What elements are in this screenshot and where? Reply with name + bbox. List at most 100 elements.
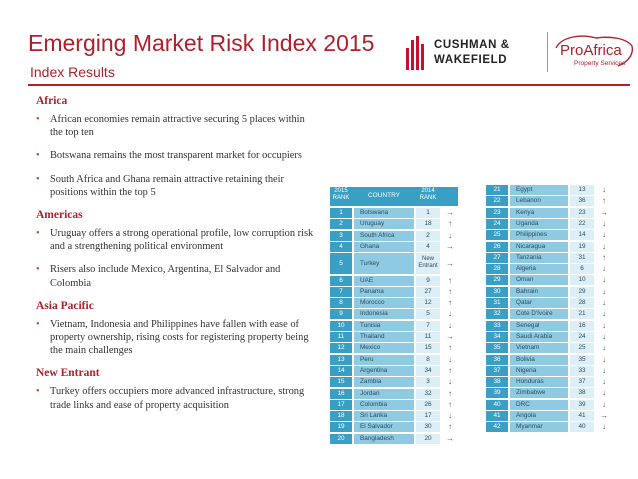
trend-up-arrow-icon: ↑ <box>448 422 452 432</box>
rank-2015-cell: 40 <box>486 399 508 410</box>
rank-2015-cell: 19 <box>330 422 352 433</box>
rank-2015-cell: 42 <box>486 422 508 433</box>
table-row: 18 Sri Lanka 17 ↓ <box>330 411 460 422</box>
slide-title: Emerging Market Risk Index 2015 <box>28 30 375 56</box>
table-header: 2015 RANK COUNTRY 2014 RANK <box>330 187 458 206</box>
rank-2014-cell: 1 <box>416 208 440 218</box>
trend-down-arrow-icon: ↓ <box>602 298 606 307</box>
table-row: 20 Bangladesh 20 → <box>330 433 460 445</box>
bullet-dot-icon: • <box>36 264 40 276</box>
bullet-text: Risers also include Mexico, Argentina, E… <box>50 264 281 289</box>
risk-index-table: 2015 RANK COUNTRY 2014 RANK 1 Botswana 1 → 2… <box>330 185 622 457</box>
rank-2014-cell: 9 <box>416 275 440 286</box>
rank-2015-cell: 22 <box>486 196 508 207</box>
country-cell: Oman <box>510 275 568 286</box>
rank-2014-cell: 31 <box>570 252 594 263</box>
rank-2014-cell: 37 <box>570 377 594 388</box>
rank-2015-cell: 30 <box>486 286 508 297</box>
rank-2015-cell: 36 <box>486 354 508 365</box>
table-row: 13 Peru 8 ↓ <box>330 354 460 366</box>
table-row: 15 Zambia 3 ↓ <box>330 377 460 388</box>
table-row: 40 DRC 39 ↓ <box>486 399 616 411</box>
country-cell: Botswana <box>354 208 414 218</box>
country-cell: Thailand <box>354 332 414 342</box>
rank-2014-cell: 32 <box>416 388 440 399</box>
rank-2014-cell: New Entrant <box>416 253 440 275</box>
rank-2014-cell: 20 <box>416 433 440 444</box>
rank-2015-cell: 17 <box>330 399 352 410</box>
rank-2015-cell: 31 <box>486 298 508 308</box>
bullet-item: • Turkey offers occupiers more advanced i… <box>36 385 314 411</box>
rank-2014-cell: 17 <box>416 411 440 422</box>
section-heading: Asia Pacific <box>36 299 94 312</box>
trend-down-arrow-icon: ↓ <box>448 377 452 387</box>
rank-2014-cell: 11 <box>416 332 440 342</box>
table-row: 38 Honduras 37 ↓ <box>486 377 616 388</box>
country-cell: Qatar <box>510 298 568 308</box>
rank-2015-cell: 26 <box>486 241 508 252</box>
country-cell: Egypt <box>510 185 568 195</box>
rank-2014-cell: 29 <box>570 286 594 297</box>
trend-down-arrow-icon: ↓ <box>602 264 606 274</box>
rank-2015-cell: 6 <box>330 275 352 286</box>
bullet-item: • Vietnam, Indonesia and Philippines have… <box>36 318 314 358</box>
trend-up-arrow-icon: ↑ <box>448 365 452 375</box>
rank-2014-cell: 35 <box>570 354 594 365</box>
country-cell: Jordan <box>354 388 414 399</box>
rank-2014-cell: 41 <box>570 411 594 421</box>
trend-same-arrow-icon: → <box>600 207 608 217</box>
country-cell: Ghana <box>354 241 414 252</box>
country-cell: Argentina <box>354 365 414 376</box>
trend-down-arrow-icon: ↓ <box>602 343 606 353</box>
table-row: 24 Uganda 22 ↓ <box>486 218 616 230</box>
bullet-item: • Botswana remains the most transparent m… <box>36 149 314 162</box>
rank-2015-cell: 33 <box>486 320 508 331</box>
rank-2015-cell: 35 <box>486 343 508 354</box>
section-heading: Americas <box>36 209 83 222</box>
section-heading: Africa <box>36 95 68 107</box>
country-cell: UAE <box>354 275 414 286</box>
trend-down-arrow-icon: ↓ <box>602 320 606 330</box>
rank-2014-cell: 7 <box>416 320 440 331</box>
table-row: 23 Kenya 23 → <box>486 207 616 219</box>
country-cell: Saudi Arabia <box>510 331 568 342</box>
table-row: 26 Nicaragua 19 ↓ <box>486 241 616 253</box>
country-cell: El Salvador <box>354 422 414 433</box>
rank-2014-cell: 25 <box>570 343 594 354</box>
rank-2014-cell: 38 <box>570 388 594 399</box>
africa-outline-icon <box>555 35 634 67</box>
table-row: 21 Egypt 13 ↓ <box>486 185 616 196</box>
rank-2015-cell: 39 <box>486 388 508 399</box>
rank-2014-cell: 19 <box>570 241 594 252</box>
country-cell: Morocco <box>354 298 414 309</box>
trend-up-arrow-icon: ↑ <box>602 196 606 206</box>
rank-2014-cell: 4 <box>416 241 440 252</box>
trend-up-arrow-icon: ↑ <box>448 388 452 398</box>
trend-same-arrow-icon: → <box>446 259 454 269</box>
table-row: 29 Oman 10 ↓ <box>486 275 616 286</box>
header-2015-rank: 2015 RANK <box>332 188 350 201</box>
trend-down-arrow-icon: ↓ <box>448 411 452 421</box>
country-cell: Sri Lanka <box>354 411 414 422</box>
trend-down-arrow-icon: ↓ <box>602 365 606 375</box>
proafrica-logo: ProAfrica Property Services <box>552 32 636 72</box>
trend-up-arrow-icon: ↑ <box>448 219 452 229</box>
table-row: 9 Indonesia 5 ↓ <box>330 309 460 320</box>
rank-2014-cell: 6 <box>570 264 594 275</box>
rank-2015-cell: 41 <box>486 411 508 421</box>
country-cell: Philippines <box>510 230 568 241</box>
country-cell: DRC <box>510 399 568 410</box>
country-cell: Bangladesh <box>354 433 414 444</box>
table-row: 36 Bolivia 35 ↓ <box>486 354 616 366</box>
table-row: 5 Turkey New Entrant → <box>330 253 460 275</box>
trend-same-arrow-icon: → <box>446 208 454 217</box>
trend-down-arrow-icon: ↓ <box>602 286 606 296</box>
rank-2015-cell: 32 <box>486 309 508 320</box>
rank-2015-cell: 18 <box>330 411 352 422</box>
rank-2014-cell: 3 <box>416 377 440 388</box>
rank-2015-cell: 15 <box>330 377 352 388</box>
rank-2014-cell: 33 <box>570 365 594 376</box>
country-cell: Honduras <box>510 377 568 388</box>
country-cell: Bahrain <box>510 286 568 297</box>
rank-2015-cell: 28 <box>486 264 508 275</box>
